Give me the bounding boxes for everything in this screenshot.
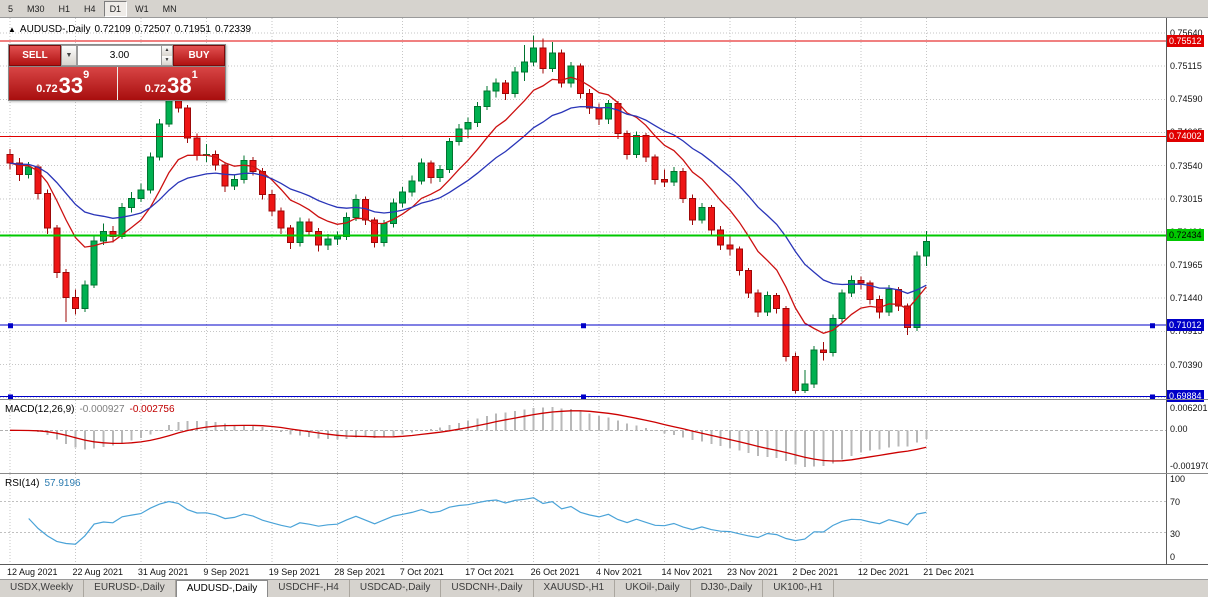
volume-spinner: ▲ ▼ <box>161 46 172 65</box>
price-tick-label: 0.71965 <box>1170 260 1203 271</box>
date-tick-label: 4 Nov 2021 <box>596 567 643 577</box>
buy-price-prefix: 0.72 <box>144 83 167 95</box>
date-tick-label: 12 Aug 2021 <box>7 567 58 577</box>
time-axis[interactable]: 12 Aug 2021 22 Aug 2021 31 Aug 2021 9 Sep 2… <box>0 564 1208 579</box>
rsi-value: 57.9196 <box>44 478 81 489</box>
macd-axis-label: -0.001970 <box>1170 461 1208 471</box>
rsi-axis-label: 30 <box>1170 528 1181 539</box>
date-tick-label: 7 Oct 2021 <box>399 567 444 577</box>
price-line-badge: 0.69884 <box>1167 390 1204 403</box>
sell-price-pips: 33 <box>58 73 84 98</box>
chart-tab-bar: USDX,Weekly EURUSD-,Daily AUDUSD-,Daily USD… <box>0 579 1208 597</box>
volume-up-button[interactable]: ▲ <box>162 46 172 56</box>
symbol-label: AUDUSD-,Daily <box>19 24 91 35</box>
date-tick-label: 17 Oct 2021 <box>465 567 515 577</box>
rsi-name: RSI(14) <box>5 478 40 489</box>
price-tick-label: 0.74590 <box>1170 94 1203 105</box>
chart-tab-xauusd-h1[interactable]: XAUUSD-,H1 <box>533 580 616 597</box>
sell-price-button[interactable]: 0.72 33 9 <box>9 67 117 100</box>
timeframe-button-w1[interactable]: W1 <box>135 3 149 14</box>
buy-price-button[interactable]: 0.72 38 1 <box>116 67 225 100</box>
price-tick-label: 0.71440 <box>1170 293 1203 304</box>
price-tick-label: 0.70915 <box>1170 326 1203 337</box>
price-line-badge: 0.75512 <box>1167 35 1204 48</box>
volume-down-button[interactable]: ▼ <box>162 55 172 65</box>
rsi-indicator-chart[interactable] <box>0 474 1166 564</box>
timeframe-button-d1[interactable]: D1 <box>103 0 128 17</box>
buy-price-pips: 38 <box>167 73 192 98</box>
price-line-badge: 0.74002 <box>1167 130 1204 143</box>
chart-tab-usdchf-h4[interactable]: USDCHF-,H4 <box>268 580 350 597</box>
date-tick-label: 26 Oct 2021 <box>530 567 580 577</box>
volume-dropdown-button[interactable]: ▼ <box>61 45 77 66</box>
macd-main-value: -0.000927 <box>79 404 125 415</box>
date-tick-label: 9 Sep 2021 <box>203 567 250 577</box>
chart-area: 0.756400.751150.745900.740650.735400.730… <box>0 18 1208 564</box>
timeframe-button-h4[interactable]: H4 <box>84 3 96 14</box>
rsi-axis-label: 70 <box>1170 497 1181 508</box>
sell-price-prefix: 0.72 <box>36 83 58 95</box>
price-tick-label: 0.70390 <box>1170 359 1203 370</box>
date-tick-label: 22 Aug 2021 <box>72 567 123 577</box>
macd-indicator-chart[interactable] <box>0 400 1166 474</box>
macd-axis-label: 0.00 <box>1170 424 1188 435</box>
timeframe-toolbar: 5 M30 H1 H4 D1 W1 MN <box>0 0 1208 18</box>
rsi-label: RSI(14) 57.9196 <box>5 478 81 489</box>
quote-high: 0.72507 <box>134 24 171 35</box>
timeframe-button-m30[interactable]: M30 <box>27 3 45 14</box>
date-tick-label: 28 Sep 2021 <box>334 567 386 577</box>
main-price-chart[interactable] <box>0 18 1166 400</box>
quote-line: ▲ AUDUSD-,Daily 0.72109 0.72507 0.71951 0.723… <box>8 24 255 35</box>
macd-axis-label: 0.006201 <box>1170 403 1208 413</box>
date-tick-label: 14 Nov 2021 <box>661 567 713 577</box>
timeframe-button-5[interactable]: 5 <box>8 3 14 14</box>
price-tick-label: 0.73540 <box>1170 160 1203 171</box>
rsi-axis-label: 0 <box>1170 552 1176 562</box>
price-tick-label: 0.73015 <box>1170 193 1203 204</box>
buy-price-point: 1 <box>191 69 198 81</box>
panel-separator[interactable] <box>0 473 1208 474</box>
date-tick-label: 23 Nov 2021 <box>726 567 778 577</box>
panel-separator[interactable] <box>0 399 1208 400</box>
macd-name: MACD(12,26,9) <box>5 404 75 415</box>
one-click-collapse-icon[interactable]: ▲ <box>8 25 16 34</box>
chart-tab-usdcnh-daily[interactable]: USDCNH-,Daily <box>441 580 534 597</box>
timeframe-button-h1[interactable]: H1 <box>58 3 71 14</box>
date-tick-label: 31 Aug 2021 <box>137 567 189 577</box>
one-click-trading-panel: SELL ▼ 3.00 ▲ ▼ BUY 0.72 33 9 <box>8 44 226 101</box>
quote-close: 0.72339 <box>214 24 252 35</box>
quote-open: 0.72109 <box>94 24 131 35</box>
chart-tab-audusd-daily[interactable]: AUDUSD-,Daily <box>175 580 269 597</box>
chart-tab-uk100-h1[interactable]: UK100-,H1 <box>763 580 834 597</box>
date-tick-label: 19 Sep 2021 <box>268 567 320 577</box>
volume-field: 3.00 ▲ ▼ <box>77 45 173 66</box>
chart-tab-ukoil-daily[interactable]: UKOil-,Daily <box>615 580 691 597</box>
price-line-badge: 0.71012 <box>1167 319 1204 332</box>
quote-low: 0.71951 <box>174 24 211 35</box>
timeframe-button-mn[interactable]: MN <box>162 3 177 14</box>
price-tick-label: 0.75640 <box>1170 28 1203 39</box>
chart-tab-eurusd-daily[interactable]: EURUSD-,Daily <box>84 580 176 597</box>
price-tick-label: 0.75115 <box>1170 61 1202 72</box>
macd-label: MACD(12,26,9) -0.000927 -0.002756 <box>5 404 175 415</box>
date-tick-label: 12 Dec 2021 <box>857 567 909 577</box>
price-axis[interactable]: 0.756400.751150.745900.740650.735400.730… <box>1166 18 1208 564</box>
buy-button[interactable]: BUY <box>173 45 225 66</box>
volume-input[interactable]: 3.00 <box>109 50 130 61</box>
chart-tab-usdcad-daily[interactable]: USDCAD-,Daily <box>349 580 442 597</box>
chart-tab-dj30-daily[interactable]: DJ30-,Daily <box>690 580 764 597</box>
sell-button[interactable]: SELL <box>9 45 61 66</box>
chart-tab-usdx-weekly[interactable]: USDX,Weekly <box>0 580 85 597</box>
date-tick-label: 2 Dec 2021 <box>792 567 839 577</box>
rsi-axis-label: 100 <box>1170 474 1186 484</box>
sell-price-point: 9 <box>83 69 90 81</box>
macd-signal-value: -0.002756 <box>129 404 175 415</box>
date-tick-label: 21 Dec 2021 <box>923 567 975 577</box>
price-line-badge: 0.72434 <box>1167 229 1204 242</box>
